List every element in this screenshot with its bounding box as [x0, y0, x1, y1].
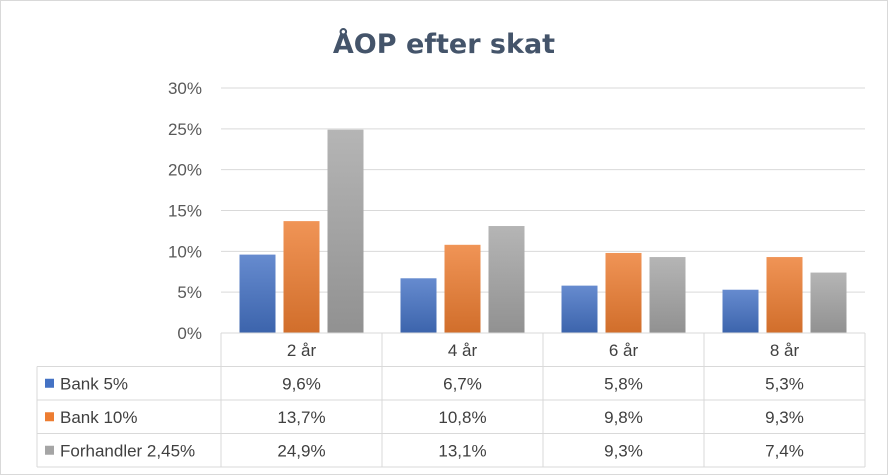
legend-entry: Bank 10%	[60, 408, 138, 427]
x-category-label: 4 år	[448, 341, 478, 360]
bar	[722, 289, 759, 333]
chart-title: ÅOP efter skat	[333, 28, 555, 60]
x-category-label: 6 år	[609, 341, 639, 360]
legend-swatch	[45, 412, 54, 422]
bar	[239, 254, 276, 333]
y-tick-label: 20%	[168, 161, 202, 180]
data-label: 7,4%	[765, 441, 804, 460]
data-label: 5,8%	[604, 374, 643, 393]
bar	[649, 257, 686, 333]
bar	[327, 129, 364, 333]
data-label: 9,3%	[765, 408, 804, 427]
y-tick-label: 5%	[177, 283, 202, 302]
data-label: 9,6%	[282, 374, 321, 393]
data-label: 9,8%	[604, 408, 643, 427]
bar	[400, 278, 437, 333]
bar	[605, 252, 642, 333]
legend-entry: Forhandler 2,45%	[60, 441, 195, 460]
x-category-label: 2 år	[287, 341, 317, 360]
bar	[488, 226, 525, 333]
data-label: 10,8%	[438, 408, 486, 427]
legend-entry: Bank 5%	[60, 374, 128, 393]
bar	[444, 244, 481, 333]
data-label: 6,7%	[443, 374, 482, 393]
data-label: 24,9%	[277, 441, 325, 460]
bar	[283, 221, 320, 333]
bars	[239, 129, 847, 333]
y-tick-label: 30%	[168, 79, 202, 98]
y-tick-label: 15%	[168, 202, 202, 221]
y-tick-label: 10%	[168, 242, 202, 261]
data-label: 9,3%	[604, 441, 643, 460]
data-table: 2 år 4 år 6 år 8 år Bank 5% 9,6% 6,7% 5,8% 5,3% B…	[36, 332, 866, 468]
bar	[561, 285, 598, 333]
data-label: 13,1%	[438, 441, 486, 460]
y-tick-label: 0%	[177, 324, 202, 343]
bar	[766, 257, 803, 333]
y-axis-ticks: 0% 5% 10% 15% 20% 25% 30%	[168, 79, 202, 343]
legend-swatch	[45, 445, 54, 455]
data-label: 5,3%	[765, 374, 804, 393]
bar	[810, 272, 847, 333]
data-label: 13,7%	[277, 408, 325, 427]
y-tick-label: 25%	[168, 120, 202, 139]
x-category-label: 8 år	[770, 341, 800, 360]
legend-swatch	[45, 378, 54, 388]
